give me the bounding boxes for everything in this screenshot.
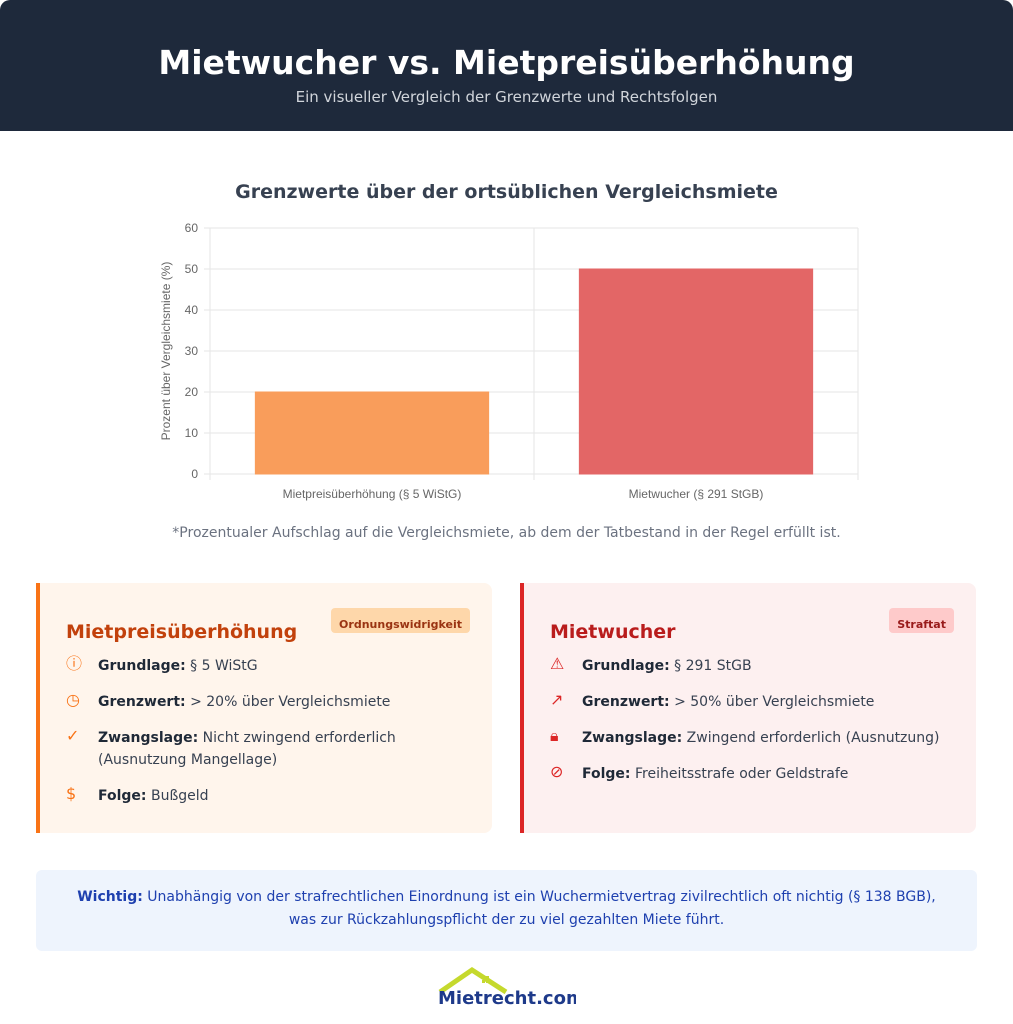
ban-icon: ⊘ <box>550 762 564 781</box>
x-tick-label: Mietwucher (§ 291 StGB) <box>629 487 764 501</box>
y-tick-label: 10 <box>185 426 199 440</box>
y-tick-label: 40 <box>185 303 199 317</box>
badge-ordnungswidrigkeit: Ordnungswidrigkeit <box>331 608 470 633</box>
page-title: Mietwucher vs. Mietpreisüberhöhung <box>158 43 855 82</box>
info-box: Wichtig: Unabhängig von der strafrechtli… <box>36 870 977 951</box>
bar-chart: 0 10 20 30 40 50 60 Mietpreisüberhöhung (§ 5 Wi… <box>159 221 859 501</box>
chart-title: Grenzwerte über der ortsüblichen Verglei… <box>235 181 778 203</box>
warning-icon: ⚠ <box>550 654 565 673</box>
list-item: ⚠ Grundlage: § 291 StGB <box>550 655 952 677</box>
list-item: ⓘ Grundlage: § 5 WiStG <box>66 655 468 677</box>
info-text: Unabhängig von der strafrechtlichen Eino… <box>147 889 936 928</box>
item-value: > 20% über Vergleichsmiete <box>190 694 391 710</box>
svg-text:Mietrecht.com: Mietrecht.com <box>438 988 576 1009</box>
bar-2 <box>578 268 814 475</box>
trend-up-icon: ↗ <box>550 690 564 709</box>
list-item: 🔒︎ Zwangslage: Zwingend erforderlich (Aus… <box>550 727 952 749</box>
lock-icon: 🔒︎ <box>550 726 559 745</box>
y-tick-label: 20 <box>185 385 199 399</box>
x-tick-label: Mietpreisüberhöhung (§ 5 WiStG) <box>283 487 462 501</box>
list-item: $ Folge: Bußgeld <box>66 785 468 807</box>
list-item: ↗ Grenzwert: > 50% über Vergleichsmiete <box>550 691 952 713</box>
info-label: Wichtig: <box>77 889 143 905</box>
item-value: Zwingend erforderlich (Ausnutzung) <box>686 730 940 746</box>
check-circle-icon: ✓ <box>66 726 80 745</box>
badge-straftat: Straftat <box>889 608 954 633</box>
clock-icon: ◷ <box>66 690 80 709</box>
card-mietpreisueberhoehung: Ordnungswidrigkeit Mietpreisüberhöhung ⓘ… <box>36 583 492 833</box>
header: Mietwucher vs. Mietpreisüberhöhung Ein v… <box>0 0 1013 131</box>
item-label: Folge: <box>98 788 147 804</box>
y-tick-label: 30 <box>185 344 199 358</box>
item-value: § 5 WiStG <box>190 658 258 674</box>
item-value: Nicht zwingend erforderlich (Ausnutzung … <box>98 730 396 768</box>
y-tick-label: 50 <box>185 262 199 276</box>
list-item: ◷ Grenzwert: > 20% über Vergleichsmiete <box>66 691 468 713</box>
item-value: Freiheitsstrafe oder Geldstrafe <box>634 766 849 782</box>
item-label: Grundlage: <box>98 658 186 674</box>
item-label: Folge: <box>582 766 631 782</box>
list-item: ⊘ Folge: Freiheitsstrafe oder Geldstrafe <box>550 763 952 785</box>
card-title: Mietpreisüberhöhung <box>66 621 298 643</box>
page-subtitle: Ein visueller Vergleich der Grenzwerte u… <box>295 88 718 106</box>
item-label: Zwangslage: <box>98 730 199 746</box>
card-mietwucher: Straftat Mietwucher ⚠ Grundlage: § 291 St… <box>520 583 976 833</box>
item-label: Grenzwert: <box>582 694 670 710</box>
y-tick-label: 0 <box>191 467 198 481</box>
info-icon: ⓘ <box>66 654 83 673</box>
item-value: > 50% über Vergleichsmiete <box>674 694 875 710</box>
dollar-icon: $ <box>66 784 77 803</box>
y-axis-label: Prozent über Vergleichsmiete (%) <box>159 262 173 441</box>
item-value: § 291 StGB <box>674 658 752 674</box>
item-label: Grundlage: <box>582 658 670 674</box>
chart-note: *Prozentualer Aufschlag auf die Vergleic… <box>172 525 841 541</box>
item-label: Grenzwert: <box>98 694 186 710</box>
card-title: Mietwucher <box>550 621 676 643</box>
item-label: Zwangslage: <box>582 730 683 746</box>
y-tick-label: 60 <box>185 221 199 235</box>
item-value: Bußgeld <box>150 788 209 804</box>
logo: Mietrecht.com <box>436 966 585 1014</box>
bar-1 <box>254 391 490 475</box>
list-item: ✓ Zwangslage: Nicht zwingend erforderlich… <box>66 727 468 771</box>
